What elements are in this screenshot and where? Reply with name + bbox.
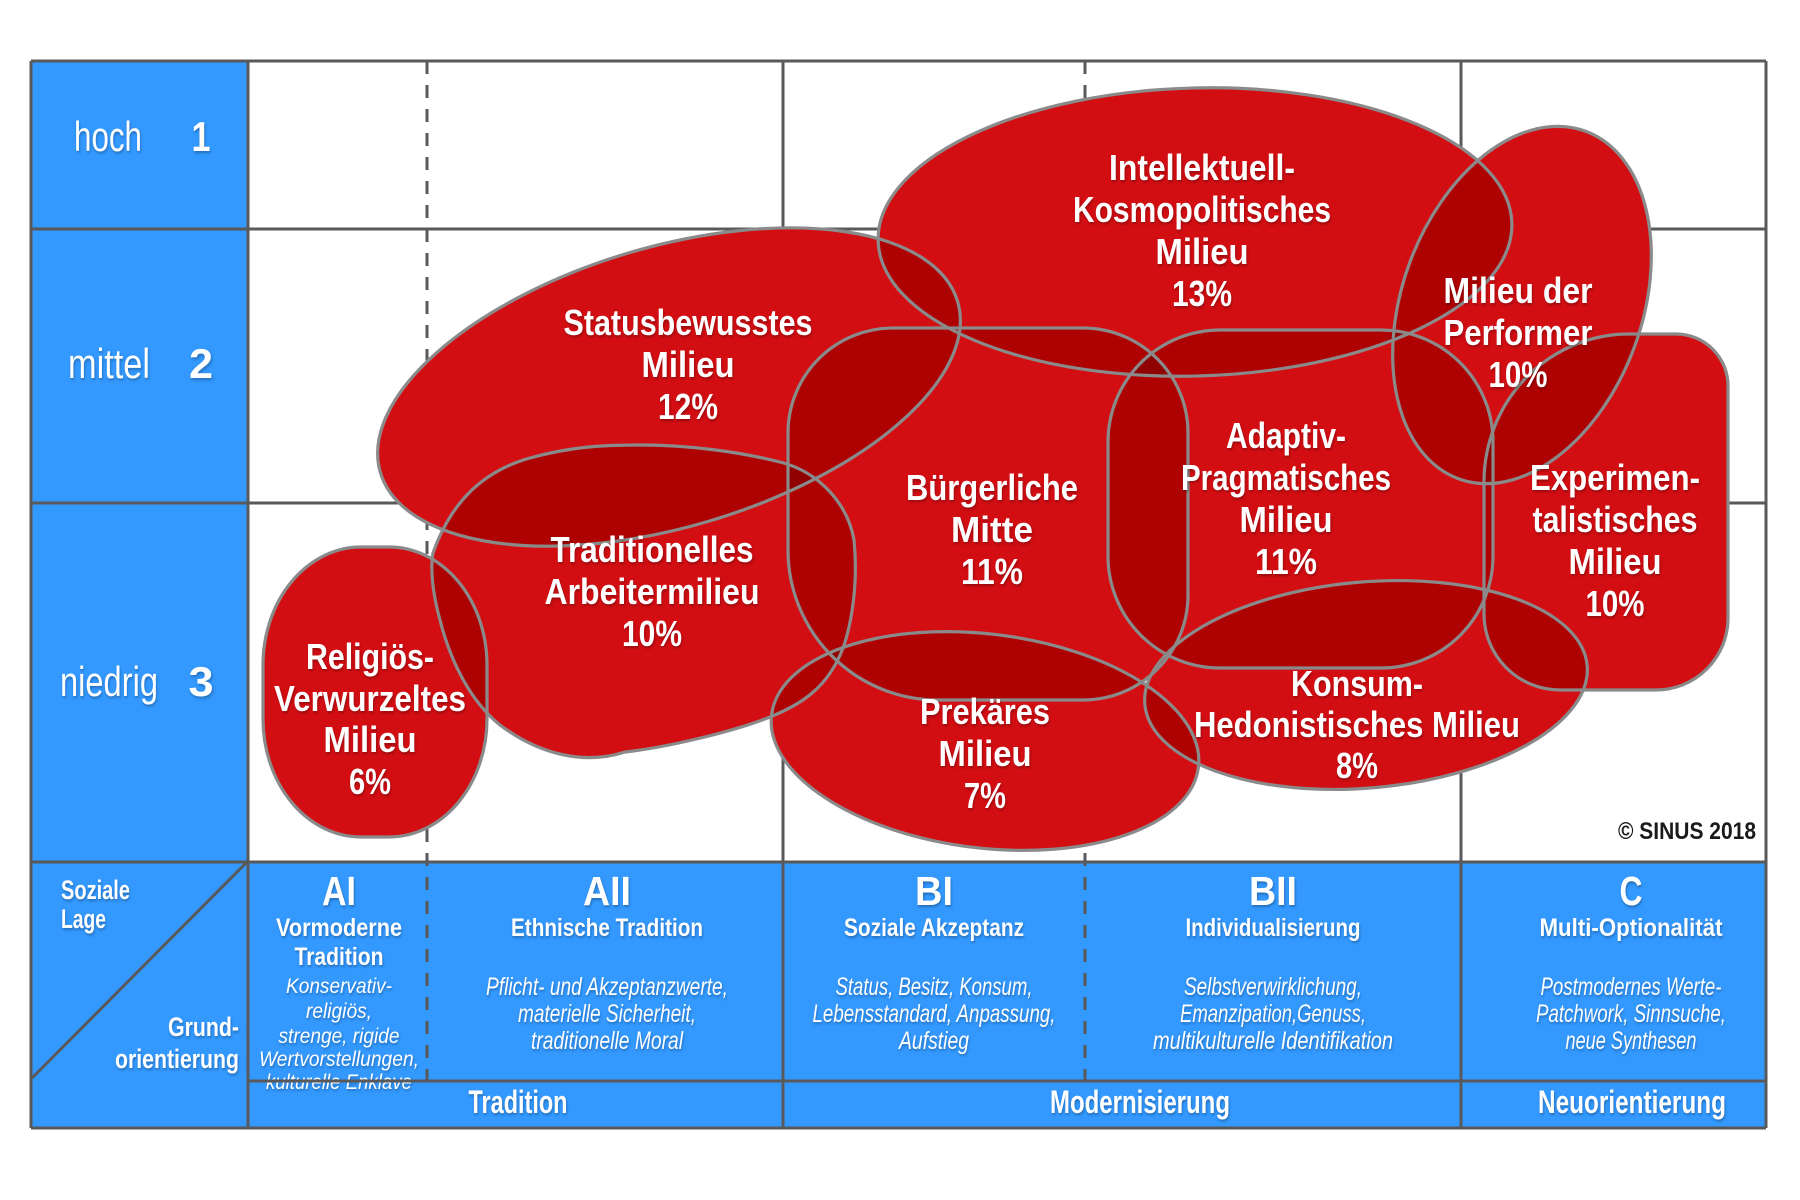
svg-text:Experimen-: Experimen- (1530, 457, 1700, 498)
svg-text:Modernisierung: Modernisierung (1050, 1084, 1230, 1120)
svg-text:13%: 13% (1172, 273, 1232, 314)
svg-text:Hedonistisches Milieu: Hedonistisches Milieu (1194, 704, 1520, 745)
svg-text:BI: BI (915, 868, 953, 914)
svg-text:Individualisierung: Individualisierung (1186, 914, 1361, 942)
svg-text:2: 2 (189, 340, 213, 387)
svg-text:Soziale Akzeptanz: Soziale Akzeptanz (844, 914, 1024, 942)
svg-text:10%: 10% (622, 613, 682, 654)
svg-text:Intellektuell-: Intellektuell- (1109, 147, 1295, 188)
svg-text:Pragmatisches: Pragmatisches (1181, 457, 1391, 498)
svg-text:Religiös-: Religiös- (306, 636, 434, 677)
svg-text:Emanzipation,Genuss,: Emanzipation,Genuss, (1180, 1000, 1366, 1028)
svg-text:Aufstieg: Aufstieg (897, 1027, 969, 1055)
svg-text:Patchwork, Sinnsuche,: Patchwork, Sinnsuche, (1536, 1000, 1726, 1028)
svg-text:Milieu: Milieu (1569, 541, 1662, 582)
svg-text:Soziale: Soziale (61, 875, 130, 905)
svg-text:1: 1 (192, 113, 211, 160)
svg-text:Bürgerliche: Bürgerliche (906, 467, 1078, 508)
svg-text:Lage: Lage (61, 904, 106, 934)
svg-text:Ethnische Tradition: Ethnische Tradition (511, 914, 703, 942)
svg-text:niedrig: niedrig (60, 658, 158, 705)
svg-text:7%: 7% (964, 775, 1006, 816)
svg-text:© SINUS 2018: © SINUS 2018 (1618, 818, 1756, 845)
svg-text:Arbeitermilieu: Arbeitermilieu (545, 571, 760, 612)
svg-text:Lebensstandard, Anpassung,: Lebensstandard, Anpassung, (813, 1000, 1056, 1028)
svg-text:Postmodernes Werte-: Postmodernes Werte- (1541, 973, 1722, 1001)
svg-text:Adaptiv-: Adaptiv- (1226, 415, 1346, 456)
svg-text:Neuorientierung: Neuorientierung (1538, 1084, 1726, 1120)
svg-text:AI: AI (322, 868, 356, 914)
svg-text:Konsum-: Konsum- (1291, 663, 1423, 704)
svg-text:Pflicht- und Akzeptanzwerte,: Pflicht- und Akzeptanzwerte, (486, 973, 728, 1001)
svg-text:hoch: hoch (74, 113, 142, 160)
svg-text:3: 3 (189, 658, 214, 705)
svg-text:religiös,: religiös, (306, 1000, 372, 1023)
svg-text:Prekäres: Prekäres (920, 691, 1050, 732)
svg-text:Mitte: Mitte (951, 509, 1033, 550)
svg-text:multikulturelle Identifikation: multikulturelle Identifikation (1153, 1027, 1393, 1055)
svg-text:Performer: Performer (1444, 312, 1593, 353)
svg-text:Milieu: Milieu (1156, 231, 1249, 272)
svg-text:Statusbewusstes: Statusbewusstes (564, 302, 813, 343)
svg-text:Grund-: Grund- (168, 1012, 239, 1042)
svg-text:C: C (1620, 868, 1643, 914)
svg-text:BII: BII (1249, 868, 1297, 914)
svg-text:10%: 10% (1489, 354, 1548, 395)
svg-text:Milieu: Milieu (324, 719, 417, 760)
svg-text:Status, Besitz, Konsum,: Status, Besitz, Konsum, (836, 973, 1033, 1001)
svg-text:talistisches: talistisches (1533, 499, 1698, 540)
svg-text:Multi-Optionalität: Multi-Optionalität (1540, 914, 1724, 942)
svg-text:11%: 11% (1255, 541, 1317, 582)
svg-text:Milieu: Milieu (1240, 499, 1333, 540)
svg-text:orientierung: orientierung (115, 1044, 239, 1074)
svg-text:Traditionelles: Traditionelles (551, 529, 754, 570)
svg-text:Tradition: Tradition (469, 1084, 568, 1120)
svg-text:Milieu der: Milieu der (1444, 270, 1593, 311)
svg-text:11%: 11% (961, 551, 1023, 592)
svg-text:mittel: mittel (68, 340, 150, 387)
svg-text:materielle Sicherheit,: materielle Sicherheit, (518, 1000, 696, 1028)
svg-text:Milieu: Milieu (642, 344, 735, 385)
svg-text:8%: 8% (1336, 745, 1378, 786)
svg-text:strenge, rigide: strenge, rigide (279, 1025, 400, 1048)
svg-text:Konservativ-: Konservativ- (286, 975, 392, 998)
svg-text:12%: 12% (658, 386, 718, 427)
svg-text:Tradition: Tradition (295, 943, 384, 971)
svg-text:Kosmopolitisches: Kosmopolitisches (1073, 189, 1331, 230)
svg-text:Milieu: Milieu (939, 733, 1032, 774)
svg-text:6%: 6% (349, 761, 391, 802)
svg-text:traditionelle Moral: traditionelle Moral (531, 1027, 684, 1055)
svg-text:neue Synthesen: neue Synthesen (1566, 1027, 1697, 1055)
svg-text:Wertvorstellungen,: Wertvorstellungen, (259, 1048, 419, 1071)
svg-text:AII: AII (583, 868, 631, 914)
svg-text:10%: 10% (1586, 583, 1645, 624)
svg-text:Selbstverwirklichung,: Selbstverwirklichung, (1184, 973, 1362, 1001)
svg-text:Verwurzeltes: Verwurzeltes (274, 678, 466, 719)
svg-text:Vormoderne: Vormoderne (276, 914, 402, 942)
